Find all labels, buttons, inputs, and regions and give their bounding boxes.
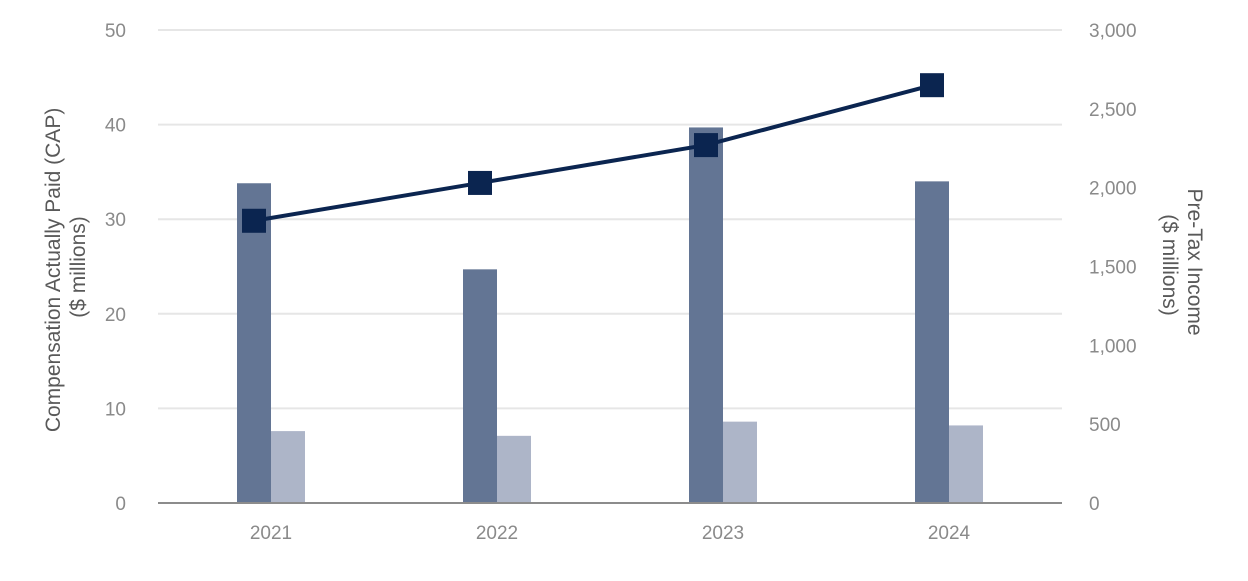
y-axis-left-title: Compensation Actually Paid (CAP) ($ mill… bbox=[42, 102, 90, 432]
line-marker-2021 bbox=[242, 208, 266, 233]
y-right-tick-label: 2,000 bbox=[1089, 179, 1137, 200]
bar-2024-2 bbox=[949, 425, 983, 503]
line-series bbox=[242, 73, 944, 233]
y-left-tick-label: 50 bbox=[105, 21, 126, 42]
y-right-tick-label: 2,500 bbox=[1089, 100, 1137, 121]
y-right-tick-label: 1,500 bbox=[1089, 258, 1137, 279]
gridlines bbox=[158, 29, 1062, 410]
bar-2023-2 bbox=[723, 421, 757, 503]
pretax-income-line bbox=[253, 83, 933, 223]
y-axis-left-title-line1: Compensation Actually Paid (CAP) bbox=[42, 108, 65, 433]
bar-2022-2 bbox=[497, 435, 531, 503]
y-left-tick-label: 10 bbox=[105, 399, 126, 420]
y-right-tick-label: 3,000 bbox=[1089, 21, 1137, 42]
y-axis-right-title-line2: ($ millions) bbox=[1158, 214, 1181, 316]
x-tick-label: 2023 bbox=[702, 523, 744, 544]
y-left-tick-label: 0 bbox=[115, 494, 126, 515]
y-axis-left-title-line2: ($ millions) bbox=[67, 216, 90, 318]
bars bbox=[237, 127, 983, 504]
y-right-tick-label: 500 bbox=[1089, 415, 1121, 436]
line-marker-2022 bbox=[468, 170, 492, 195]
x-tick-label: 2024 bbox=[928, 523, 971, 544]
bar-2021-1 bbox=[237, 183, 271, 503]
y-left-tick-label: 20 bbox=[105, 305, 126, 326]
bar-2023-1 bbox=[689, 127, 723, 504]
bar-2021-2 bbox=[271, 431, 305, 503]
line-marker-2024 bbox=[920, 73, 944, 98]
line-marker-2023 bbox=[694, 133, 718, 158]
y-axis-right-title-line1: Pre-Tax Income bbox=[1183, 189, 1206, 336]
x-tick-label: 2022 bbox=[476, 523, 518, 544]
y-left-tick-label: 40 bbox=[105, 116, 126, 137]
y-right-tick-label: 1,000 bbox=[1089, 336, 1137, 357]
y-axis-right-title: Pre-Tax Income ($ millions) bbox=[1158, 189, 1206, 342]
bar-2024-1 bbox=[915, 181, 949, 504]
y-right-tick-label: 0 bbox=[1089, 494, 1100, 515]
bar-2022-1 bbox=[463, 269, 497, 503]
x-tick-label: 2021 bbox=[250, 523, 292, 544]
y-left-tick-label: 30 bbox=[105, 210, 126, 231]
tick-labels: 0102030405005001,0001,5002,0002,5003,000… bbox=[105, 21, 1137, 544]
